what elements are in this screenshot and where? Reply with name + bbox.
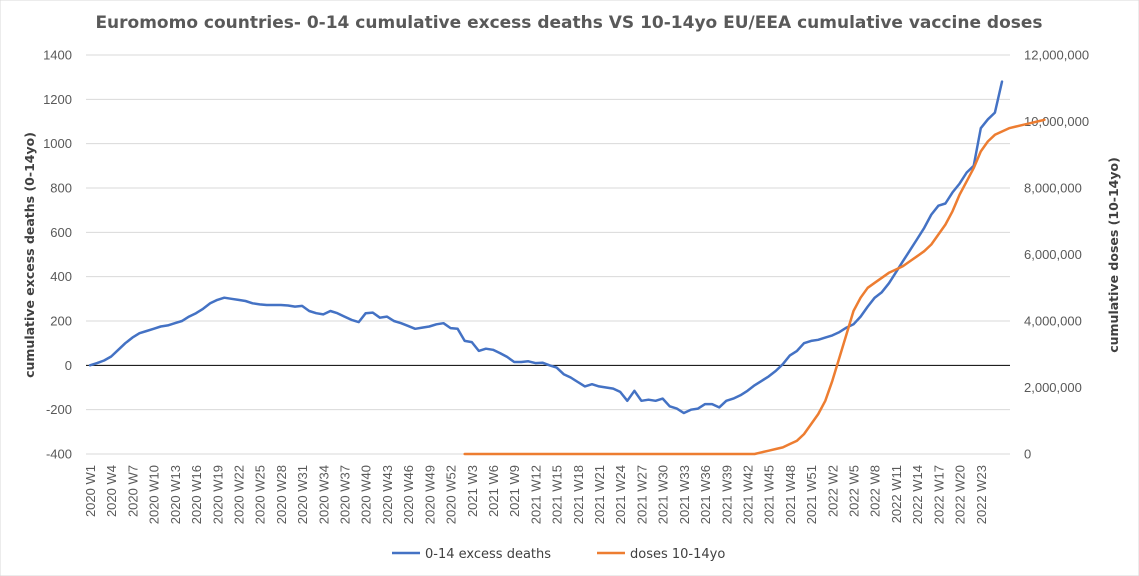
legend-label-doses: doses 10-14yo [630,547,725,562]
x-tick-label: 2021 W48 [783,465,798,524]
left-tick-label: 0 [65,358,72,373]
x-tick-label: 2022 W11 [889,465,904,523]
x-tick-label: 2022 W20 [953,465,968,524]
chart-title: Euromomo countries- 0-14 cumulative exce… [95,13,1042,33]
x-tick-label: 2021 W36 [698,465,713,524]
left-tick-label: 600 [50,225,72,240]
x-tick-label: 2021 W30 [656,465,671,524]
left-tick-label: -200 [46,402,72,417]
x-tick-label: 2021 W24 [613,465,628,524]
legend: 0-14 excess deaths doses 10-14yo [392,547,725,562]
x-tick-label: 2020 W46 [401,465,416,524]
x-tick-label: 2020 W10 [147,465,162,524]
x-tick-label: 2022 W23 [974,465,989,524]
x-tick-label: 2021 W3 [465,465,480,517]
x-tick-label: 2020 W1 [83,465,98,517]
x-tick-label: 2021 W21 [592,465,607,524]
x-tick-label: 2020 W37 [338,465,353,524]
x-tick-label: 2020 W49 [422,465,437,524]
right-tick-label: 6,000,000 [1024,247,1082,262]
x-tick-label: 2021 W12 [528,465,543,524]
x-tick-label: 2022 W17 [931,465,946,524]
x-tick-label: 2020 W16 [189,465,204,524]
left-tick-label: 1200 [43,92,72,107]
x-tick-label: 2020 W7 [125,465,140,517]
x-tick-label: 2020 W22 [231,465,246,524]
x-tick-label: 2020 W34 [316,465,331,524]
x-tick-label: 2020 W19 [210,465,225,524]
legend-label-excess-deaths: 0-14 excess deaths [425,547,551,562]
right-tick-label: 4,000,000 [1024,314,1082,329]
right-tick-label: 2,000,000 [1024,380,1082,395]
right-tick-label: 0 [1024,447,1031,462]
right-tick-label: 10,000,000 [1024,114,1089,129]
grid-layer [86,54,1010,455]
x-tick-label: 2021 W27 [634,465,649,524]
right-tick-label: 12,000,000 [1024,48,1089,63]
x-tick-label: 2020 W28 [274,465,289,524]
x-tick-label: 2021 W45 [762,465,777,524]
x-tick-label: 2021 W15 [550,465,565,524]
series-layer [88,80,1046,456]
left-tick-label: 1000 [43,136,72,151]
x-tick-label: 2020 W4 [104,465,119,517]
right-axis-label: cumulative doses (10-14yo) [1106,157,1121,353]
x-tick-label: 2020 W43 [380,465,395,524]
x-tick-label: 2020 W31 [295,465,310,524]
x-tick-label: 2022 W2 [825,465,840,517]
left-tick-label: 200 [50,314,72,329]
x-tick-label: 2021 W6 [486,465,501,517]
x-tick-label: 2022 W14 [910,465,925,524]
left-tick-label: -400 [46,447,72,462]
left-tick-label: 1400 [43,48,72,63]
right-tick-label: 8,000,000 [1024,181,1082,196]
x-tick-label: 2022 W5 [847,465,862,517]
left-tick-label: 400 [50,269,72,284]
left-tick-label: 800 [50,181,72,196]
x-tick-label: 2021 W39 [719,465,734,524]
x-tick-label: 2021 W9 [507,465,522,517]
x-tick-label: 2020 W52 [444,465,459,524]
x-tick-label: 2021 W42 [740,465,755,524]
series-line-doses [463,118,1046,456]
x-tick-label: 2022 W8 [868,465,883,517]
x-tick-label: 2021 W33 [677,465,692,524]
x-tick-label: 2020 W40 [359,465,374,524]
x-tick-label: 2021 W51 [804,465,819,524]
axes-layer: -400 -200 0 200 400 600 800 1000 1200 1400 0 2,000,… [43,48,1089,525]
x-tick-label: 2020 W25 [253,465,268,524]
left-axis-label: cumulative excess deaths (0-14yo) [22,132,37,378]
x-tick-label: 2021 W18 [571,465,586,524]
x-tick-label: 2020 W13 [168,465,183,524]
